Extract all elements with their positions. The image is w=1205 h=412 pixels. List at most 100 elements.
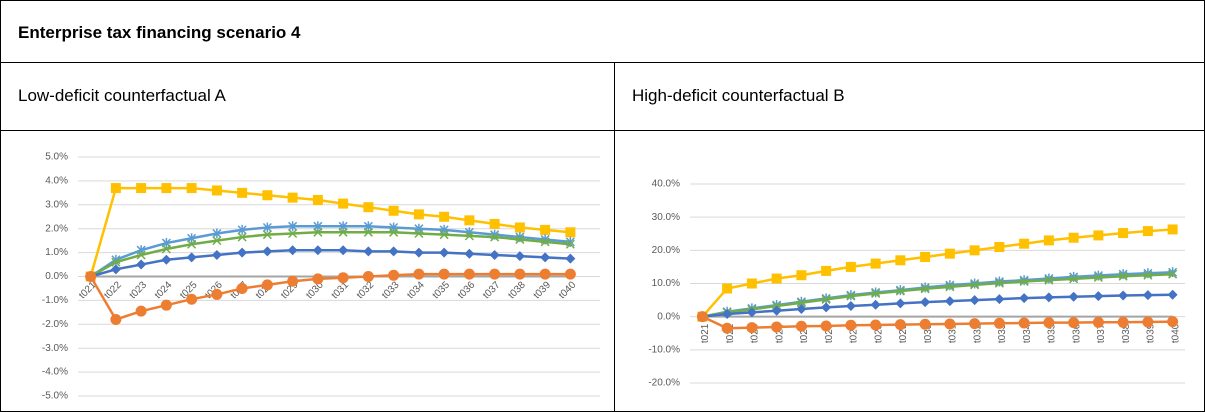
marker xyxy=(870,319,882,331)
marker xyxy=(414,228,424,239)
x-tick-label: t038 xyxy=(506,279,528,301)
marker-stroke xyxy=(994,278,1004,288)
marker xyxy=(845,301,856,312)
marker xyxy=(1117,316,1129,328)
marker xyxy=(565,227,576,238)
marker xyxy=(439,211,450,222)
marker xyxy=(388,205,399,216)
marker xyxy=(288,228,298,239)
marker-stroke xyxy=(821,294,831,304)
marker xyxy=(540,237,550,247)
y-tick-label: 0.0% xyxy=(45,271,68,282)
marker xyxy=(845,261,856,272)
marker xyxy=(514,251,525,262)
marker xyxy=(212,236,222,246)
marker xyxy=(287,192,298,203)
marker xyxy=(994,278,1004,288)
marker xyxy=(186,293,198,305)
marker xyxy=(895,286,905,296)
x-tick-label: t031 xyxy=(330,279,352,301)
marker xyxy=(821,265,832,276)
x-tick-label: t033 xyxy=(380,279,402,301)
marker xyxy=(944,318,956,330)
marker xyxy=(771,321,783,333)
marker-stroke xyxy=(490,232,500,242)
marker xyxy=(1019,276,1029,287)
marker xyxy=(161,244,171,254)
x-tick-label: t031 xyxy=(948,323,959,343)
marker xyxy=(746,278,757,289)
x-tick-label: t021 xyxy=(700,323,711,343)
marker xyxy=(845,319,857,331)
marker xyxy=(846,291,856,301)
marker-stroke xyxy=(945,282,955,292)
y-tick-label: 0.0% xyxy=(657,311,680,322)
marker xyxy=(1018,317,1030,329)
marker xyxy=(895,255,906,266)
marker xyxy=(312,245,323,256)
marker xyxy=(489,268,501,280)
marker-stroke xyxy=(920,284,930,294)
marker xyxy=(1044,275,1054,285)
marker xyxy=(722,309,733,320)
marker xyxy=(338,198,349,209)
marker xyxy=(1019,238,1030,249)
marker xyxy=(312,273,324,285)
marker xyxy=(313,227,323,237)
marker-stroke xyxy=(338,227,348,237)
marker-stroke xyxy=(111,257,121,267)
y-tick-label: 4.0% xyxy=(45,176,68,187)
marker xyxy=(237,247,248,258)
marker xyxy=(338,227,348,237)
marker xyxy=(110,264,121,275)
marker xyxy=(363,246,374,257)
marker xyxy=(186,252,197,263)
marker xyxy=(994,242,1005,253)
marker xyxy=(540,252,551,263)
marker xyxy=(1143,270,1153,280)
marker xyxy=(565,253,576,264)
marker xyxy=(161,183,172,194)
marker xyxy=(564,268,576,280)
x-tick-label: t035 xyxy=(431,279,453,301)
marker-stroke xyxy=(313,227,323,237)
x-tick-label: t024 xyxy=(153,279,175,301)
marker xyxy=(489,249,500,260)
marker xyxy=(413,247,424,258)
marker xyxy=(1069,274,1079,284)
marker xyxy=(821,294,831,304)
marker-stroke xyxy=(871,288,881,298)
marker xyxy=(1093,291,1104,302)
y-tick-label: -5.0% xyxy=(42,391,68,402)
marker xyxy=(262,230,272,240)
marker xyxy=(796,298,806,308)
x-tick-label: t023 xyxy=(750,323,761,343)
marker xyxy=(1068,232,1079,243)
marker-stroke xyxy=(1019,276,1029,287)
marker xyxy=(211,249,222,260)
marker xyxy=(85,271,97,282)
marker xyxy=(796,304,807,315)
marker xyxy=(920,251,931,262)
marker-stroke xyxy=(363,227,373,237)
marker xyxy=(211,185,222,196)
marker-stroke xyxy=(136,250,146,260)
marker-stroke xyxy=(540,237,550,247)
y-tick-label: 30.0% xyxy=(652,212,680,223)
marker xyxy=(111,257,121,267)
marker-stroke xyxy=(1093,272,1103,283)
x-tick-label: t032 xyxy=(355,279,377,301)
marker xyxy=(771,305,782,316)
marker xyxy=(363,227,373,237)
y-tick-label: -20.0% xyxy=(648,378,680,389)
marker xyxy=(969,318,981,330)
y-tick-label: 1.0% xyxy=(45,247,68,258)
marker xyxy=(945,282,955,292)
x-tick-label: t037 xyxy=(481,279,503,301)
marker xyxy=(1142,226,1153,237)
marker xyxy=(489,218,500,229)
x-tick-label: t022 xyxy=(725,323,736,343)
marker xyxy=(388,246,399,257)
x-tick-label: t036 xyxy=(456,279,478,301)
marker-stroke xyxy=(389,227,399,237)
